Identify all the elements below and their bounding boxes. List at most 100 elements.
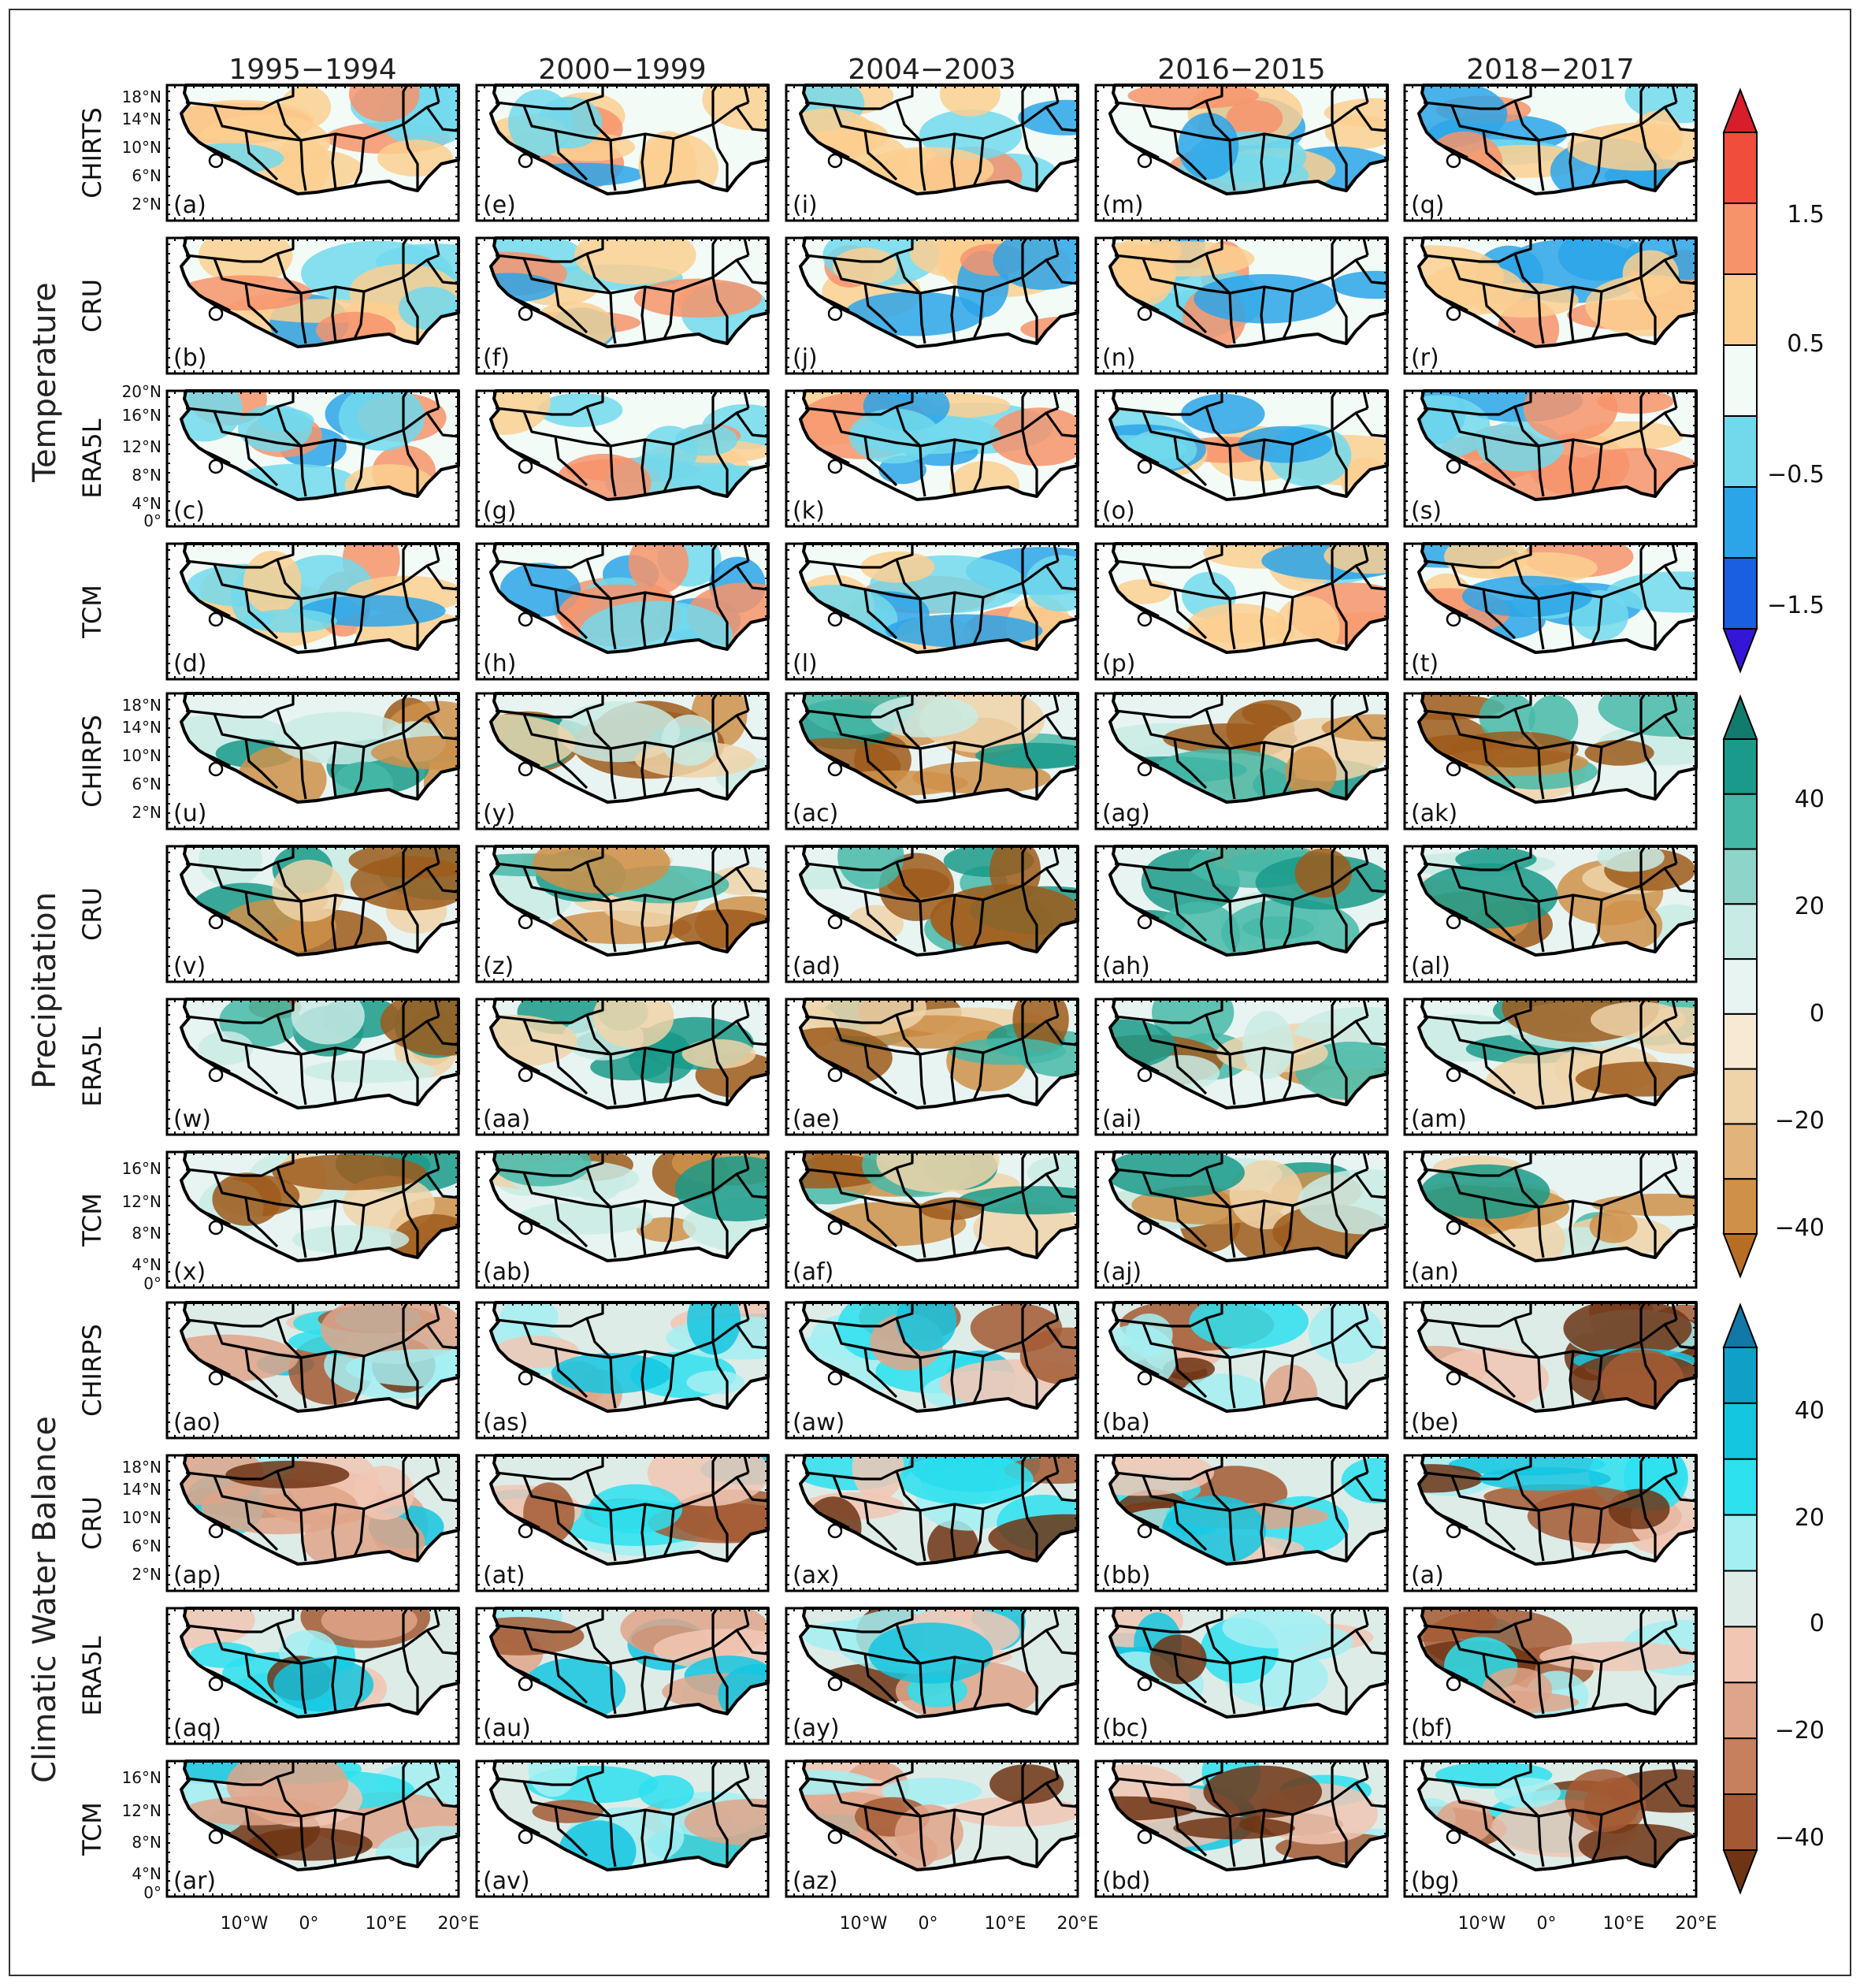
panel-label: (an) <box>1411 1258 1459 1286</box>
colorbar-segment <box>1724 1794 1757 1850</box>
lat-tick-label: 6°N <box>132 1537 161 1555</box>
panel-label: (aj) <box>1102 1258 1142 1286</box>
row-label: CRU <box>77 279 107 333</box>
colorbar-segment <box>1724 558 1757 629</box>
panel-label: (a) <box>1411 1562 1444 1589</box>
row-label: CHIRTS <box>77 107 107 199</box>
panel-label: (d) <box>173 650 206 678</box>
colorbar-segment <box>1724 1179 1757 1234</box>
map-panel: (am) <box>1404 974 1728 1135</box>
variable-label: Climatic Water Balance <box>27 1416 63 1783</box>
lat-tick-label: 12°N <box>122 1801 161 1820</box>
panel-label: (g) <box>483 497 516 525</box>
map-panel: (s) <box>1387 376 1705 527</box>
lat-tick-label: 14°N <box>122 1480 161 1499</box>
panel-label: (p) <box>1102 650 1135 678</box>
lat-tick-label: 8°N <box>132 1224 161 1243</box>
panel-label: (aa) <box>483 1105 530 1133</box>
lon-tick-label: 0° <box>919 1914 938 1934</box>
lat-tick-label: 18°N <box>122 87 161 106</box>
colorbar-segment <box>1724 1069 1757 1124</box>
map-panel: (n) <box>1075 214 1420 374</box>
lat-tick-label: 10°N <box>122 138 161 157</box>
colorbar-segment <box>1724 1571 1757 1627</box>
map-panel: (av) <box>477 1744 820 1897</box>
lat-tick-label: 4°N <box>132 494 161 513</box>
panel-label: (ap) <box>173 1562 221 1589</box>
map-panel: (aj) <box>1092 1147 1434 1288</box>
colorbar-segment <box>1724 1515 1757 1571</box>
colorbar-segment <box>1724 1014 1757 1069</box>
lat-tick-label: 16°N <box>122 1159 161 1178</box>
lon-tick-label: 10°E <box>366 1914 407 1934</box>
colorbar-segment <box>1724 1459 1757 1515</box>
panel-label: (l) <box>793 650 818 678</box>
column-header: 2018−2017 <box>1466 54 1634 86</box>
map-panel: (b) <box>167 226 493 373</box>
panel-label: (aw) <box>793 1409 845 1436</box>
colorbar-segment <box>1724 132 1757 203</box>
panel-label: (as) <box>483 1409 528 1436</box>
lon-tick-label: 10°W <box>840 1914 888 1934</box>
map-panel: (ag) <box>1090 693 1427 829</box>
lat-tick-label: 8°N <box>132 466 161 485</box>
colorbar-tick-label: −0.5 <box>1767 461 1825 489</box>
map-panel: (ae) <box>767 979 1104 1135</box>
colorbar-segment <box>1724 203 1757 274</box>
panel-label: (h) <box>483 650 516 678</box>
panel-label: (n) <box>1102 344 1135 372</box>
lat-tick-label: 6°N <box>132 775 161 793</box>
map-panel: (bc) <box>1064 1594 1387 1744</box>
map-panel: (aa) <box>444 985 783 1135</box>
panel-label: (am) <box>1411 1105 1467 1133</box>
panel-label: (v) <box>173 953 206 980</box>
panel-label: (bc) <box>1102 1715 1149 1742</box>
colorbar-tick-label: 20 <box>1795 893 1825 920</box>
lat-tick-label: 2°N <box>132 195 161 214</box>
panel-label: (e) <box>483 191 516 219</box>
panel-label: (af) <box>793 1258 833 1286</box>
panel-label: (ab) <box>483 1258 531 1286</box>
lat-tick-label: 4°N <box>132 1864 161 1883</box>
colorbar-tick-label: 40 <box>1795 1397 1825 1425</box>
panel-label: (ax) <box>793 1562 840 1589</box>
lat-tick-label: 4°N <box>132 1255 161 1274</box>
colorbar-segment <box>1724 1124 1757 1179</box>
colorbar-tick-label: 0 <box>1810 1610 1825 1637</box>
colorbar-tick-label: −20 <box>1775 1717 1825 1745</box>
panel-label: (a) <box>173 191 206 219</box>
panel-label: (w) <box>173 1105 211 1133</box>
map-panel: (d) <box>167 526 470 679</box>
variable-label: Temperature <box>27 282 63 482</box>
row-label: ERA5L <box>77 1636 107 1715</box>
panel-label: (c) <box>173 497 205 525</box>
map-panel: (p) <box>1096 528 1424 679</box>
map-panel: (l) <box>769 544 1119 679</box>
panel-label: (i) <box>793 191 818 219</box>
map-panel: (r) <box>1362 229 1741 373</box>
map-panel: (v) <box>167 833 501 982</box>
map-panel: (e) <box>473 68 803 221</box>
panel-label: (be) <box>1411 1409 1459 1436</box>
colorbar-segment <box>1724 1738 1757 1794</box>
lat-tick-label: 12°N <box>122 1192 161 1211</box>
panel-label: (bb) <box>1102 1562 1151 1589</box>
lat-tick-label: 20°N <box>122 382 161 401</box>
map-panel: (at) <box>449 1440 804 1591</box>
colorbar-segment <box>1724 274 1757 345</box>
map-panel: (al) <box>1387 842 1707 982</box>
lat-tick-label: 2°N <box>132 803 161 822</box>
colorbar-segment <box>1724 1626 1757 1682</box>
colorbar-tick-label: 0.5 <box>1787 330 1825 358</box>
panel-label: (ai) <box>1102 1105 1142 1133</box>
lat-tick-label: 0° <box>143 1883 161 1902</box>
map-panel: (g) <box>458 368 800 526</box>
row-label: CRU <box>77 1496 107 1550</box>
lat-tick-label: 6°N <box>132 166 161 185</box>
map-panel: (bf) <box>1361 1600 1744 1744</box>
panel-label: (aq) <box>173 1715 221 1742</box>
panel-label: (j) <box>793 344 818 372</box>
colorbar-tick-label: 0 <box>1810 1000 1825 1027</box>
panel-label: (bf) <box>1411 1715 1453 1742</box>
map-panel: (af) <box>747 1128 1112 1288</box>
